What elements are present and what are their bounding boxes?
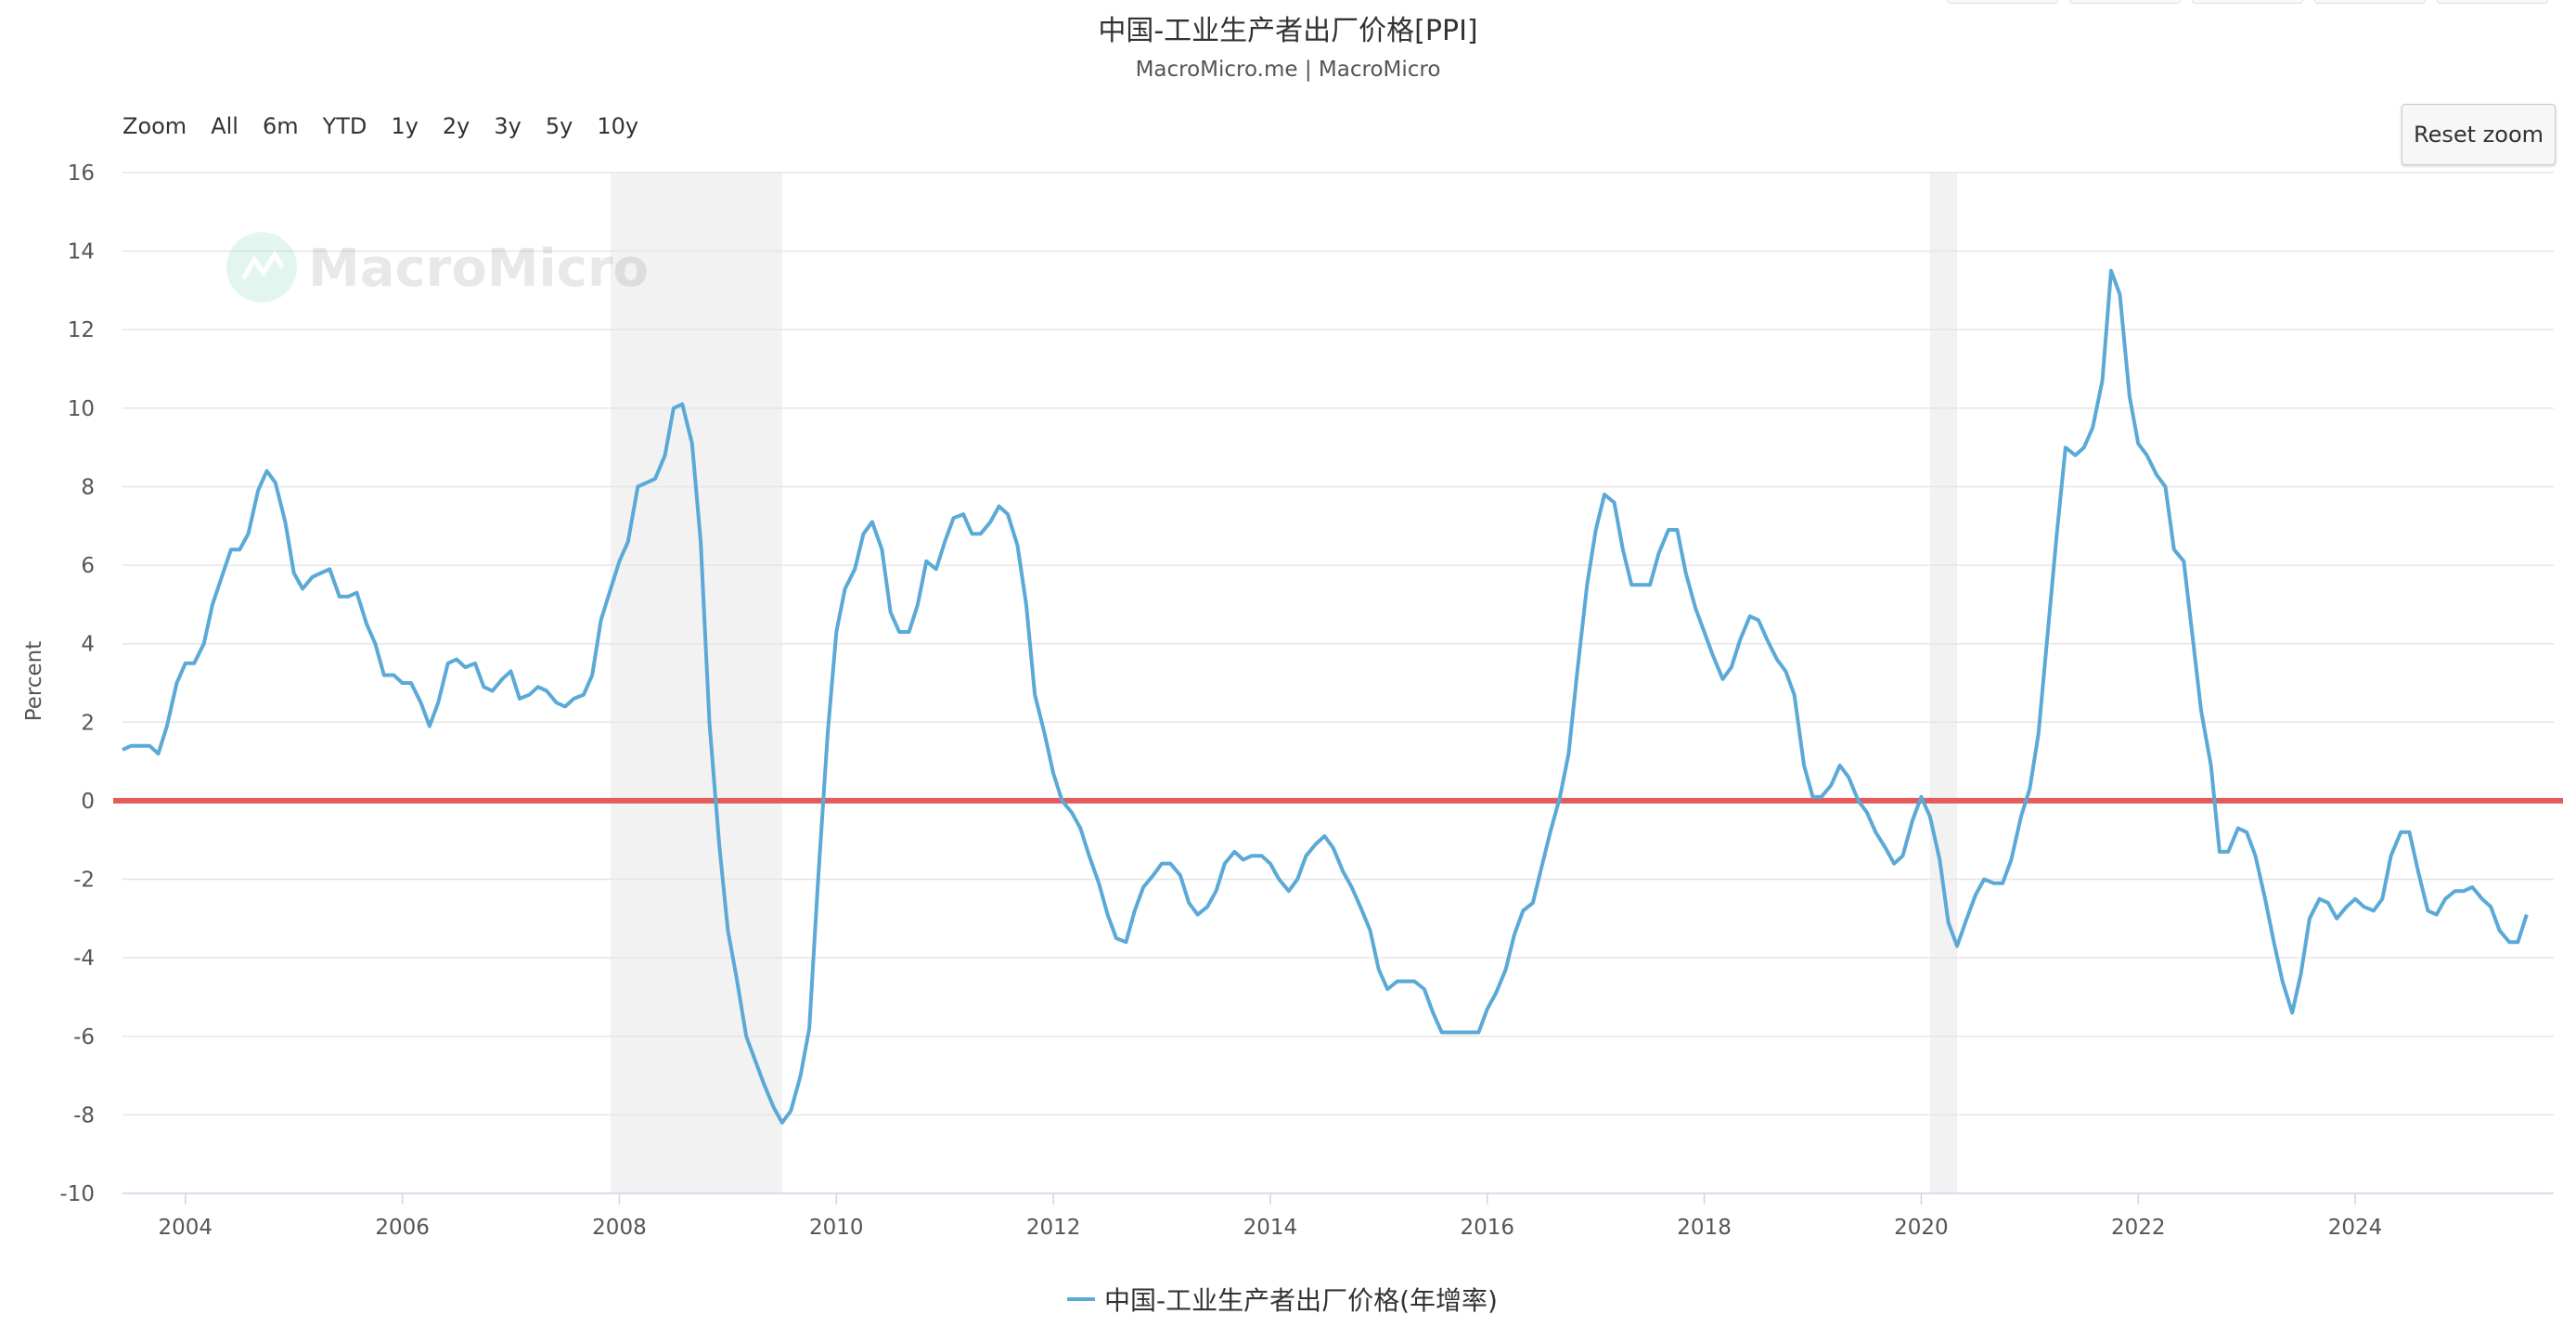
watermark-text: MacroMicro <box>308 238 649 299</box>
legend-label: 中国-工业生产者出厂价格(年增率) <box>1104 1285 1498 1316</box>
watermark-logo-icon <box>226 232 297 303</box>
zoom-button-2y[interactable]: 2y <box>442 113 470 139</box>
x-tick-label: 2022 <box>2111 1216 2166 1240</box>
zoom-button-3y[interactable]: 3y <box>494 113 522 139</box>
x-tick-label: 2004 <box>159 1216 213 1240</box>
y-tick-label: -10 <box>59 1182 95 1206</box>
y-tick-label: 6 <box>81 554 95 578</box>
y-axis-label: Percent <box>22 641 46 722</box>
y-tick-label: 0 <box>81 790 95 814</box>
watermark-logo-mark <box>240 250 285 280</box>
x-tick-label: 2018 <box>1677 1216 1732 1240</box>
y-tick-label: 8 <box>81 475 95 499</box>
y-tick-label: -8 <box>73 1103 95 1127</box>
y-axis-ticks: -10 -8 -6 -4 -2 0 2 4 6 8 10 12 14 16 <box>59 161 95 1206</box>
series-line <box>122 268 2529 1125</box>
y-tick-label: 16 <box>68 161 95 186</box>
zoom-button-10y[interactable]: 10y <box>597 113 639 139</box>
x-tick-label: 2012 <box>1026 1216 1081 1240</box>
zoom-label: Zoom <box>122 113 187 139</box>
x-axis-ticks: 2004 2006 2008 2010 2012 2014 2016 2018 2020 2022… <box>122 1192 2554 1240</box>
x-tick-label: 2008 <box>592 1216 647 1240</box>
x-tick-label: 2020 <box>1894 1216 1949 1240</box>
grid-lines <box>122 172 2554 1194</box>
y-tick-label: 4 <box>81 633 95 657</box>
y-tick-label: -4 <box>73 947 95 971</box>
y-tick-label: 14 <box>68 240 95 264</box>
range-selector: Zoom All 6m YTD 1y 2y 3y 5y 10y <box>122 113 663 139</box>
x-tick-label: 2024 <box>2328 1216 2383 1240</box>
reset-zoom-button[interactable]: Reset zoom <box>2402 104 2556 165</box>
y-tick-label: 10 <box>68 397 95 421</box>
shaded-periods <box>611 173 1957 1193</box>
x-tick-label: 2014 <box>1243 1216 1298 1240</box>
chart-subtitle: MacroMicro.me | MacroMicro <box>1135 58 1441 82</box>
y-tick-label: 2 <box>81 711 95 735</box>
zoom-button-all[interactable]: All <box>211 113 238 139</box>
x-tick-label: 2006 <box>375 1216 430 1240</box>
series-lines <box>122 268 2529 1125</box>
zoom-button-6m[interactable]: 6m <box>262 113 299 139</box>
legend-item[interactable]: 中国-工业生产者出厂价格(年增率) <box>1067 1281 1498 1318</box>
y-tick-label: -6 <box>73 1025 95 1050</box>
zoom-button-ytd[interactable]: YTD <box>322 113 367 139</box>
zoom-button-1y[interactable]: 1y <box>391 113 419 139</box>
shaded-period <box>1929 173 1957 1193</box>
y-tick-label: -2 <box>73 869 95 893</box>
legend-swatch <box>1067 1297 1095 1301</box>
y-tick-label: 12 <box>68 318 95 342</box>
chart-title: 中国-工业生产者出厂价格[PPI] <box>1098 15 1478 47</box>
watermark: MacroMicro <box>226 232 649 303</box>
x-tick-label: 2016 <box>1460 1216 1514 1240</box>
x-tick-label: 2010 <box>809 1216 864 1240</box>
shaded-period <box>611 173 782 1193</box>
zoom-button-5y[interactable]: 5y <box>545 113 573 139</box>
